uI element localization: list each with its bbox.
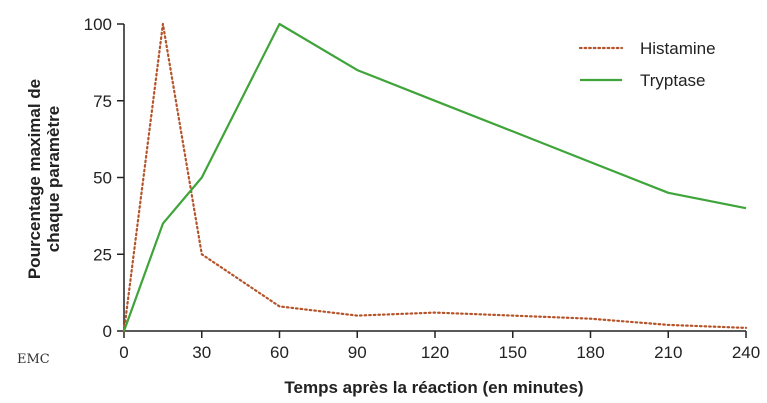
x-tick-label: 240 [732, 343, 760, 362]
x-tick-label: 30 [192, 343, 211, 362]
y-tick-label: 100 [84, 15, 112, 34]
y-axis-title: Pourcentage maximal de chaque paramètre [25, 79, 63, 279]
series-layer [122, 22, 748, 333]
tick-labels: 0 25 50 75 100 0 30 60 90 120 150 180 210 240 [84, 15, 761, 362]
y-tick-label: 25 [93, 245, 112, 264]
y-tick-label: 50 [93, 169, 112, 188]
y-tick-label: 0 [103, 322, 112, 341]
x-tick-label: 90 [348, 343, 367, 362]
legend-label-histamine: Histamine [640, 39, 716, 58]
x-tick-label: 60 [270, 343, 289, 362]
legend: Histamine Tryptase [578, 39, 716, 90]
legend-label-tryptase: Tryptase [640, 71, 706, 90]
x-tick-label: 210 [654, 343, 682, 362]
axes [117, 23, 747, 338]
emc-watermark: EMC [17, 352, 50, 367]
y-axis-title-line-1: Pourcentage maximal de [25, 79, 44, 279]
series-line-histamine [122, 22, 748, 333]
x-tick-label: 120 [421, 343, 449, 362]
x-axis-title: Temps après la réaction (en minutes) [284, 378, 583, 397]
y-axis-title-line-2: chaque paramètre [44, 106, 63, 252]
x-tick-label: 150 [499, 343, 527, 362]
x-tick-label: 180 [576, 343, 604, 362]
x-tick-label: 0 [119, 343, 128, 362]
series-line-tryptase [122, 22, 747, 332]
y-tick-label: 75 [93, 92, 112, 111]
